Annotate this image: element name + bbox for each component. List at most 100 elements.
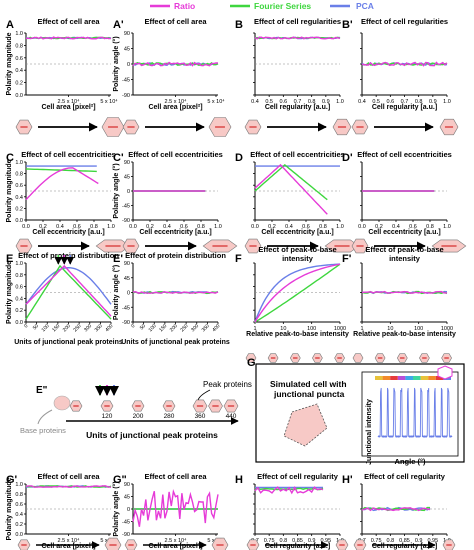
x-axis-label: Cell area [pixel²] xyxy=(41,104,95,111)
curve-ratio xyxy=(254,36,341,40)
x-tick-label: 5 x 10⁴ xyxy=(207,98,225,105)
y-tick-label: 45 xyxy=(124,47,130,53)
x-tick-label: 0.7 xyxy=(294,99,302,105)
y-tick-label: 0.4 xyxy=(15,296,23,302)
panel-title: Effect of cell eccentricities xyxy=(357,150,452,159)
curve-pca xyxy=(254,263,341,323)
colorbar-segment xyxy=(413,376,421,380)
y-tick-label: 1.0 xyxy=(15,31,23,37)
y-tick-label: 0.2 xyxy=(15,308,23,314)
x-tick-label: 350 xyxy=(94,323,104,333)
schematic-cells: 120 200 280 360 440 xyxy=(69,389,239,420)
panel-letter: F xyxy=(235,253,242,265)
y-axis-label: Polarity magnitude xyxy=(6,32,13,95)
peak-proteins-label: Peak proteins xyxy=(203,380,252,389)
panels-layer: A Effect of cell area0.00.20.40.60.81.0Po… xyxy=(6,17,467,550)
panel-a: A Effect of cell area0.00.20.40.60.81.0Po… xyxy=(6,17,125,137)
panel-title: Effect of cell regularities xyxy=(254,17,341,26)
y-axis-label: Polarity angle (°) xyxy=(112,36,120,91)
x-tick-label: 100 xyxy=(148,323,158,333)
panel-letter: A xyxy=(6,19,14,31)
panel-g: G Simulated cell with junctional puncta J… xyxy=(247,357,465,466)
curve-fourier xyxy=(254,163,328,201)
panel-title: Effect of peak-to-base xyxy=(258,245,336,254)
x-tick-label: 1.0 xyxy=(443,99,451,105)
legend-pca-label: PCA xyxy=(356,1,374,11)
x-tick-label: 100 xyxy=(41,323,51,333)
y-tick-label: 45 xyxy=(124,175,130,181)
y-axis-label: Polarity angle (°) xyxy=(112,265,120,320)
panel-letter: A' xyxy=(113,19,124,31)
panel-g-title-line2: junctional puncta xyxy=(273,389,345,399)
y-axis-label: Polarity magnitude xyxy=(6,159,13,222)
y-tick-label: 0.0 xyxy=(15,93,23,99)
y-tick-label: 0.8 xyxy=(15,172,23,178)
panel-title: Effect of cell area xyxy=(37,472,100,481)
schematic-e2: E" Base proteins 120 200 280 360 440 Peak pr… xyxy=(20,380,252,440)
y-tick-label: 45 xyxy=(124,276,130,282)
x-tick-label: 0.0 xyxy=(129,224,137,230)
panel-title: Effect of protein distribution xyxy=(125,251,226,260)
curve-ratio xyxy=(254,263,341,323)
x-tick-label: 1.0 xyxy=(214,224,222,230)
x-tick-label: 250 xyxy=(72,323,82,333)
x-tick-label: 1 xyxy=(253,326,256,332)
y-tick-label: 0.6 xyxy=(15,183,23,189)
y-tick-label: 0 xyxy=(127,291,130,297)
x-tick-label: 0.4 xyxy=(392,224,400,230)
x-tick-label: 2.5 x 10⁴ xyxy=(165,98,188,105)
x-tick-label: 0.4 xyxy=(358,99,366,105)
x-axis-label: Cell area [pixel²] xyxy=(41,543,95,550)
colorbar-segment xyxy=(375,376,383,380)
colorbar-segment xyxy=(405,376,413,380)
x-tick-label: 0.8 xyxy=(308,99,316,105)
x-tick-label: 0.7 xyxy=(401,99,409,105)
x-tick-label: 0.2 xyxy=(375,224,383,230)
panel-letter: D xyxy=(235,152,243,164)
x-tick-label: 0 xyxy=(130,323,136,329)
x-tick-label: 0.6 xyxy=(409,224,417,230)
y-tick-label: 0.4 xyxy=(15,512,23,518)
curve-fourier xyxy=(254,487,324,491)
schematic-tick-label: 440 xyxy=(226,413,237,420)
panel-letter: G" xyxy=(113,474,127,486)
y-tick-label: 0.4 xyxy=(15,68,23,74)
x-axis-label: Cell eccentricity [a.u.] xyxy=(261,229,333,236)
panel-title: Effect of cell eccentricities xyxy=(250,150,345,159)
x-tick-label: 150 xyxy=(158,323,168,333)
panel-title: Effect of peak-to-base xyxy=(365,245,443,254)
cell-end-icon xyxy=(104,537,122,550)
x-axis-label: Cell regularity [a.u.] xyxy=(265,104,330,111)
y-tick-label: -45 xyxy=(122,305,130,311)
angle-axis-label: Angle (°) xyxy=(395,457,426,466)
y-tick-label: 90 xyxy=(124,261,130,267)
x-tick-label: 0.9 xyxy=(415,538,423,544)
panel-title: Effect of cell eccentricities xyxy=(21,150,116,159)
x-tick-label: 0.6 xyxy=(180,224,188,230)
x-tick-label: 50 xyxy=(32,323,40,331)
panel-title: Effect of protein distribution xyxy=(18,251,119,260)
intensity-cell-icon xyxy=(245,353,257,363)
x-tick-label: 10 xyxy=(280,326,286,332)
y-tick-label: 0.2 xyxy=(15,206,23,212)
y-tick-label: 0.8 xyxy=(15,273,23,279)
panel-g-title-line1: Simulated cell with xyxy=(270,379,347,389)
y-tick-label: 0.2 xyxy=(15,81,23,87)
curve-ratio xyxy=(132,488,219,527)
x-tick-label: 400 xyxy=(211,323,221,333)
x-tick-label: 0.8 xyxy=(387,538,395,544)
y-axis-label: Polarity magnitude xyxy=(6,261,13,324)
x-tick-label: 300 xyxy=(190,323,200,333)
x-tick-label: 1000 xyxy=(441,326,453,332)
y-tick-label: 0.0 xyxy=(15,218,23,224)
panel-letter: E' xyxy=(113,253,123,265)
x-tick-label: 0.2 xyxy=(146,224,154,230)
panel-title-line2: intensity xyxy=(389,254,421,263)
y-tick-label: 0 xyxy=(127,62,130,68)
y-tick-label: 0.6 xyxy=(15,56,23,62)
curve-fourier xyxy=(25,264,112,320)
panel-hp: H'Effect of cell regularity0.70.750.80.8… xyxy=(342,472,456,550)
